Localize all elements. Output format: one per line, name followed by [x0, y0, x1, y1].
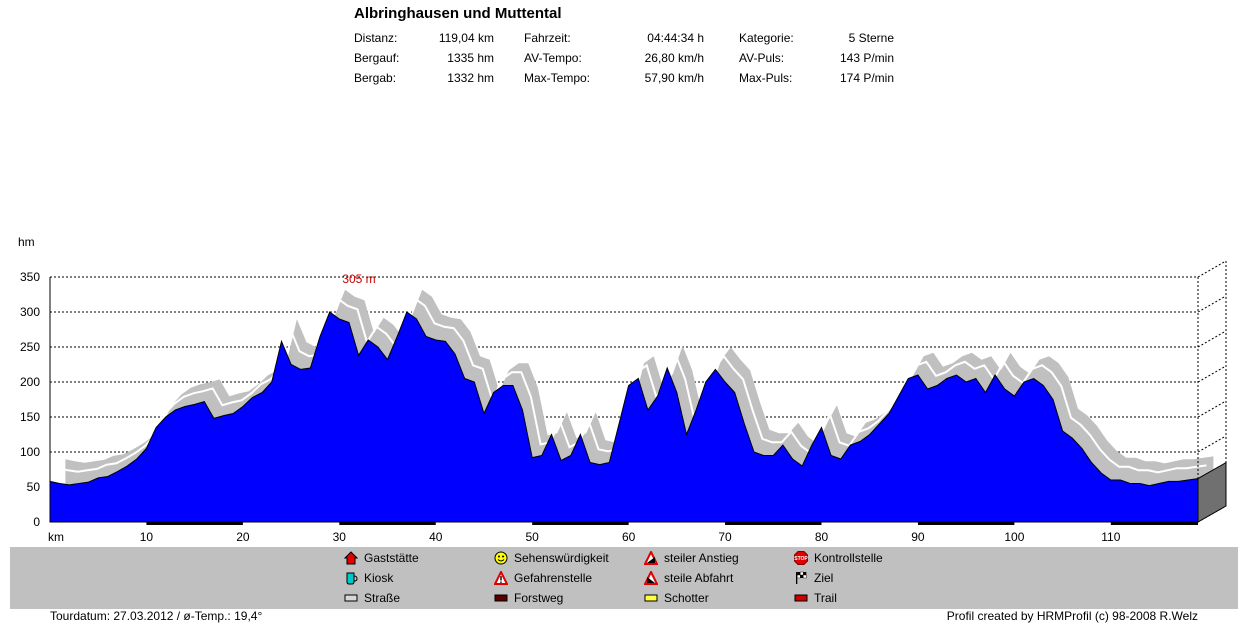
y-axis-unit: hm — [18, 235, 35, 249]
x-tick-label: 110 — [1101, 530, 1120, 544]
x-tick-label: 80 — [815, 530, 829, 544]
y-tick-label: 50 — [27, 480, 41, 494]
legend-item-ziel: Ziel — [794, 571, 833, 585]
legend-item-steiler-anstieg: steiler Anstieg — [643, 549, 739, 565]
y-tick-label: 100 — [20, 445, 40, 459]
house-icon — [343, 551, 359, 565]
warning-icon — [493, 569, 509, 585]
grid-depth-line — [1197, 400, 1227, 418]
cup-icon — [344, 571, 358, 585]
x-axis-unit: km — [48, 530, 64, 544]
grid-depth-line — [1197, 365, 1227, 383]
x-tick-label: 10 — [140, 530, 154, 544]
legend-item-gefahrenstelle: Gefahrenstelle — [493, 569, 593, 585]
legend-item-trail: Trail — [794, 591, 837, 605]
legend-item-forstweg: Forstweg — [494, 591, 563, 605]
y-tick-label: 300 — [20, 305, 40, 319]
steep-climb-icon — [643, 549, 659, 565]
stat-label-av-tempo: AV-Tempo: — [524, 51, 582, 65]
x-axis-band — [1110, 522, 1198, 525]
stat-value-bergab: 1332 hm — [447, 71, 494, 85]
legend-label: Trail — [814, 591, 837, 605]
stat-label-distanz: Distanz: — [354, 31, 398, 45]
x-tick-label: 30 — [333, 530, 347, 544]
x-tick-label: 40 — [429, 530, 443, 544]
legend-label: Ziel — [814, 571, 834, 585]
stat-label-fahrzeit: Fahrzeit: — [524, 31, 571, 45]
stat-value-av-tempo: 26,80 km/h — [644, 51, 704, 65]
trail-swatch-icon — [794, 591, 808, 605]
stat-value-av-puls: 143 P/min — [839, 51, 894, 65]
road-swatch-icon — [344, 591, 358, 605]
stat-value-max-tempo: 57,90 km/h — [644, 71, 704, 85]
x-tick-label: 60 — [622, 530, 636, 544]
stat-value-bergauf: 1335 hm — [447, 51, 494, 65]
legend-label: Gaststätte — [364, 551, 419, 565]
svg-text:STOP: STOP — [794, 556, 808, 562]
legend-label: Sehenswürdigkeit — [514, 551, 609, 565]
x-tick-label: 70 — [718, 530, 732, 544]
x-axis-band — [917, 522, 1015, 525]
y-tick-label: 150 — [20, 410, 40, 424]
x-axis-band — [146, 522, 243, 525]
profile-area-fill — [49, 311, 1199, 523]
smiley-icon — [494, 551, 508, 565]
legend-item-steile-abfahrt: steile Abfahrt — [643, 569, 734, 585]
finish-flag-icon — [794, 571, 808, 585]
x-tick-label: 100 — [1004, 530, 1024, 544]
legend-item-kontrollstelle: STOP Kontrollstelle — [794, 551, 883, 565]
stat-value-fahrzeit: 04:44:34 h — [647, 31, 704, 45]
tour-date-footer: Tourdatum: 27.03.2012 / ø-Temp.: 19,4° — [50, 609, 263, 623]
page-title: Albringhausen und Muttental — [354, 5, 562, 22]
stat-value-kategorie: 5 Sterne — [848, 31, 894, 45]
credits-footer: Profil created by HRMProfil (c) 98-2008 … — [946, 609, 1198, 623]
legend-item-sehenswuerdigkeit: Sehenswürdigkeit — [494, 551, 609, 565]
y-tick-label: 200 — [20, 375, 40, 389]
legend-item-strasse: Straße — [344, 591, 400, 605]
legend-label: steiler Anstieg — [664, 551, 739, 565]
gravel-swatch-icon — [644, 591, 658, 605]
x-axis-band — [532, 522, 629, 525]
y-tick-label: 250 — [20, 340, 40, 354]
stat-label-max-tempo: Max-Tempo: — [524, 71, 591, 85]
max-elevation-label: 305 m — [342, 272, 375, 286]
x-tick-label: 50 — [526, 530, 540, 544]
x-tick-label: 90 — [911, 530, 925, 544]
elevation-chart: 0 50 100 150 200 250 300 350 10 20 30 40 50 60 70 80 90… — [18, 235, 1227, 544]
x-axis-band — [725, 522, 822, 525]
legend-label: Schotter — [664, 591, 709, 605]
grid-depth-line — [1197, 295, 1227, 313]
stat-label-kategorie: Kategorie: — [739, 31, 794, 45]
legend-label: Kontrollstelle — [814, 551, 883, 565]
stat-label-max-puls: Max-Puls: — [739, 71, 793, 85]
grid-depth-line — [1197, 330, 1227, 348]
legend-label: steile Abfahrt — [664, 571, 734, 585]
x-axis-ticks: 10 20 30 40 50 60 70 80 90 100 110 — [140, 522, 1198, 544]
legend-item-kiosk: Kiosk — [344, 571, 393, 585]
y-tick-label: 0 — [33, 515, 40, 529]
x-axis-band — [339, 522, 436, 525]
grid-depth-line — [1197, 435, 1227, 453]
legend-label: Forstweg — [514, 591, 564, 605]
y-tick-label: 350 — [20, 270, 40, 284]
legend-item-gaststaette: Gaststätte — [343, 551, 419, 565]
stat-value-max-puls: 174 P/min — [839, 71, 894, 85]
grid-depth-line — [1197, 260, 1227, 278]
stop-icon: STOP — [794, 551, 808, 565]
legend-label: Straße — [364, 591, 401, 605]
legend-item-schotter: Schotter — [644, 591, 709, 605]
legend-panel — [10, 547, 1238, 609]
steep-descent-icon — [643, 569, 659, 585]
profile-area — [49, 311, 1199, 523]
stat-value-distanz: 119,04 km — [438, 31, 494, 45]
stat-label-av-puls: AV-Puls: — [739, 51, 785, 65]
legend-label: Kiosk — [364, 571, 394, 585]
forest-swatch-icon — [494, 591, 508, 605]
stat-label-bergauf: Bergauf: — [354, 51, 400, 65]
y-axis-ticks: 0 50 100 150 200 250 300 350 — [20, 270, 40, 529]
x-tick-label: 20 — [236, 530, 250, 544]
stat-label-bergab: Bergab: — [354, 71, 397, 85]
legend-label: Gefahrenstelle — [514, 571, 593, 585]
